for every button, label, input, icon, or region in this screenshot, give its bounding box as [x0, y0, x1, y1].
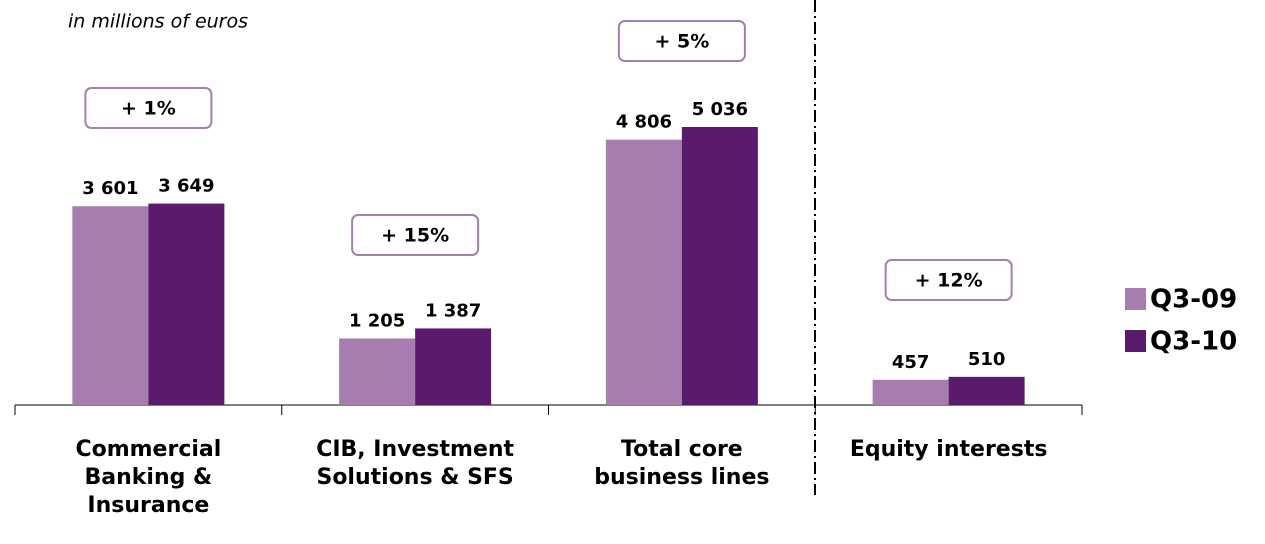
legend-swatch — [1125, 288, 1146, 310]
value-label: 5 036 — [692, 99, 748, 120]
annotation: + 15% — [381, 225, 449, 247]
bar — [415, 328, 492, 405]
legend-label: Q3-09 — [1150, 285, 1237, 315]
legend-label: Q3-10 — [1150, 327, 1237, 357]
bar — [339, 338, 416, 405]
bar — [148, 203, 225, 405]
bar — [948, 376, 1025, 405]
annotation: + 5% — [654, 31, 709, 53]
bar — [605, 139, 682, 405]
annotation: + 1% — [121, 98, 176, 120]
subtitle: in millions of euros — [68, 11, 248, 33]
annotation-box — [884, 259, 1013, 301]
value-label: 510 — [968, 349, 1006, 370]
annotation-box — [351, 214, 480, 256]
value-label: 1 387 — [425, 300, 481, 321]
annotation-box — [617, 20, 746, 62]
bar — [72, 206, 149, 405]
annotation-box — [84, 87, 213, 129]
value-label: 4 806 — [616, 112, 672, 133]
category-label: Equity interests — [849, 437, 1048, 462]
bar — [681, 127, 758, 405]
category-label: CIB, Investment Solutions & SFS — [316, 437, 515, 490]
value-label: 1 205 — [349, 310, 405, 331]
category-label: Total core business lines — [594, 437, 770, 490]
legend-swatch — [1125, 330, 1146, 352]
annotation: + 12% — [915, 270, 983, 292]
bar — [872, 379, 949, 405]
category-label: Commercial Banking & Insurance — [75, 437, 222, 518]
value-label: 3 649 — [158, 176, 214, 197]
value-label: 3 601 — [82, 178, 138, 199]
value-label: 457 — [892, 352, 930, 373]
